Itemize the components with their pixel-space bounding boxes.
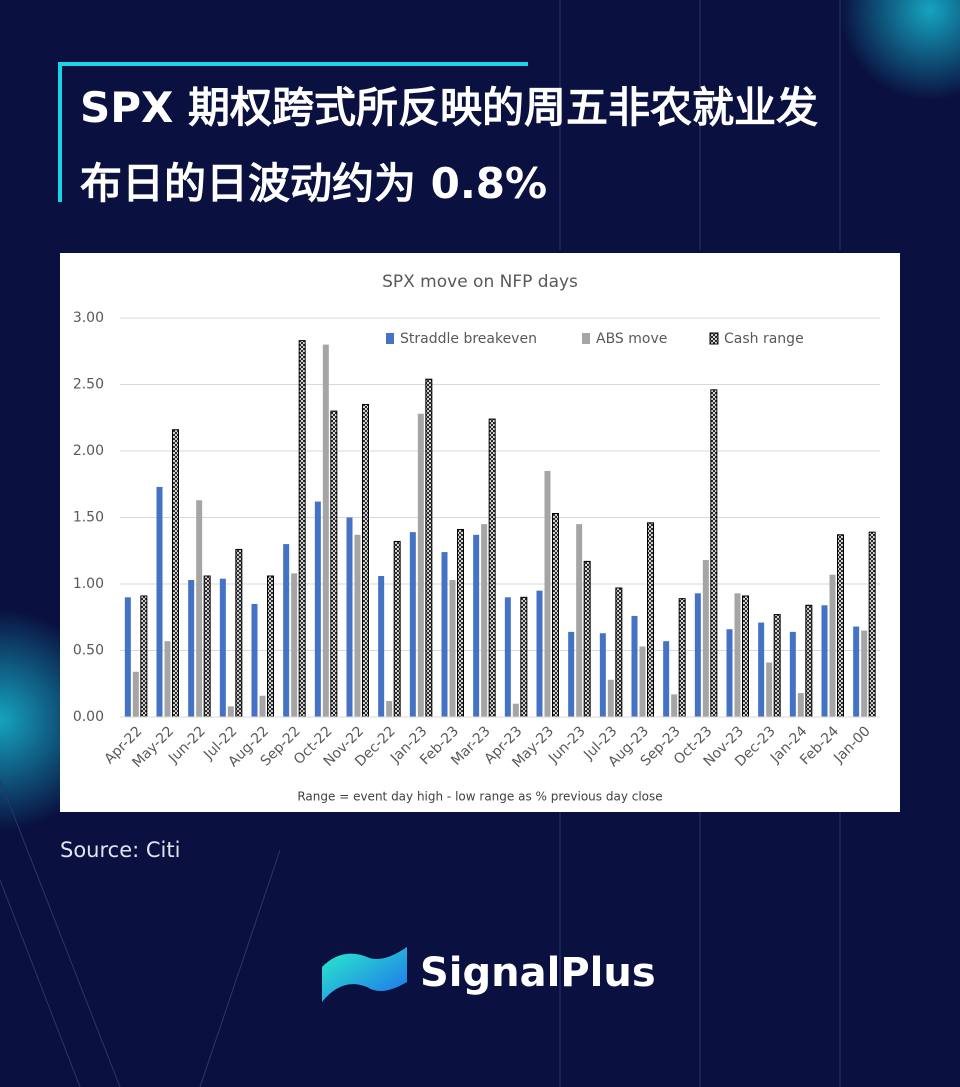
bar <box>196 500 203 717</box>
bar <box>536 590 543 717</box>
bar <box>726 629 733 717</box>
bar <box>789 631 796 717</box>
bar <box>647 522 654 718</box>
bar <box>868 531 876 718</box>
bar <box>346 517 353 717</box>
bar <box>409 532 416 717</box>
accent <box>58 62 62 202</box>
logo <box>322 947 407 1002</box>
bar <box>393 540 401 718</box>
bar <box>378 576 385 717</box>
bar <box>441 552 448 717</box>
chart-title: SPX move on NFP days <box>382 272 578 292</box>
bar <box>583 560 591 718</box>
legend-swatch <box>582 333 590 344</box>
bar <box>172 429 179 718</box>
y-tick-label: 0.00 <box>73 709 104 725</box>
y-tick-label: 1.50 <box>73 510 104 526</box>
bar <box>203 575 211 718</box>
legend-label: Straddle breakeven <box>400 331 537 347</box>
bar <box>678 598 686 718</box>
bar <box>473 534 480 717</box>
bar <box>663 641 670 717</box>
headline: SPX 期权跨式所反映的周五非农就业发 布日的日波动约为 0.8% <box>80 70 818 222</box>
bar <box>694 593 701 717</box>
bar <box>354 534 361 717</box>
bar <box>631 615 638 717</box>
bar <box>671 694 678 717</box>
bar <box>837 534 844 718</box>
bar <box>330 410 338 718</box>
bar <box>861 630 868 717</box>
bar <box>188 580 195 717</box>
bar <box>227 706 234 717</box>
bar <box>576 524 583 717</box>
bar <box>853 626 860 717</box>
bar <box>362 403 369 718</box>
bar <box>425 378 433 718</box>
y-tick-label: 0.50 <box>73 643 104 659</box>
bar <box>504 597 511 717</box>
bar <box>773 614 781 718</box>
footnote: Range = event day high - low range as % … <box>297 790 662 804</box>
bar <box>639 646 646 717</box>
bar <box>568 631 575 717</box>
bar <box>797 693 804 717</box>
bar <box>140 595 148 718</box>
bar <box>259 695 266 717</box>
bar <box>552 513 559 718</box>
bar <box>766 662 773 717</box>
bar <box>758 622 765 717</box>
bar <box>132 671 139 717</box>
bar <box>314 501 321 717</box>
bar <box>457 528 464 718</box>
bar <box>607 679 614 717</box>
bar <box>124 597 131 717</box>
bar <box>251 603 258 717</box>
bar <box>488 418 496 718</box>
bar <box>512 703 519 717</box>
bar <box>164 641 171 717</box>
bar <box>821 605 828 717</box>
bar <box>829 574 836 717</box>
y-tick-label: 2.00 <box>73 443 104 459</box>
brand: SignalPlus <box>420 950 656 996</box>
legend-label: ABS move <box>596 331 667 347</box>
bar <box>322 344 329 717</box>
bar <box>615 587 623 718</box>
bar <box>742 595 749 718</box>
bar <box>298 340 306 718</box>
bar <box>805 604 813 718</box>
bar <box>291 573 298 717</box>
headline-line: 布日的日波动约为 0.8% <box>80 159 548 208</box>
bar <box>267 575 274 718</box>
bar <box>481 524 488 717</box>
bar <box>283 544 290 717</box>
bar <box>702 560 709 717</box>
bar <box>544 470 551 717</box>
bar <box>710 389 718 718</box>
headline-line: SPX 期权跨式所反映的周五非农就业发 <box>80 83 819 132</box>
bar <box>449 580 456 717</box>
legend-swatch <box>709 332 719 345</box>
chart: SPX move on NFP days Range = event day h… <box>60 253 900 812</box>
bar <box>219 578 226 717</box>
bar <box>386 701 393 717</box>
accent <box>58 62 528 66</box>
bar <box>235 548 243 718</box>
bar <box>520 596 528 718</box>
bar <box>417 413 424 717</box>
y-tick-label: 2.50 <box>73 377 104 393</box>
source: Source: Citi <box>60 838 181 862</box>
y-tick-label: 3.00 <box>73 310 104 326</box>
legend-swatch <box>386 333 394 344</box>
legend-label: Cash range <box>724 331 804 347</box>
bar <box>734 593 741 717</box>
bar <box>156 486 163 717</box>
y-tick-label: 1.00 <box>73 576 104 592</box>
bar <box>599 633 606 717</box>
